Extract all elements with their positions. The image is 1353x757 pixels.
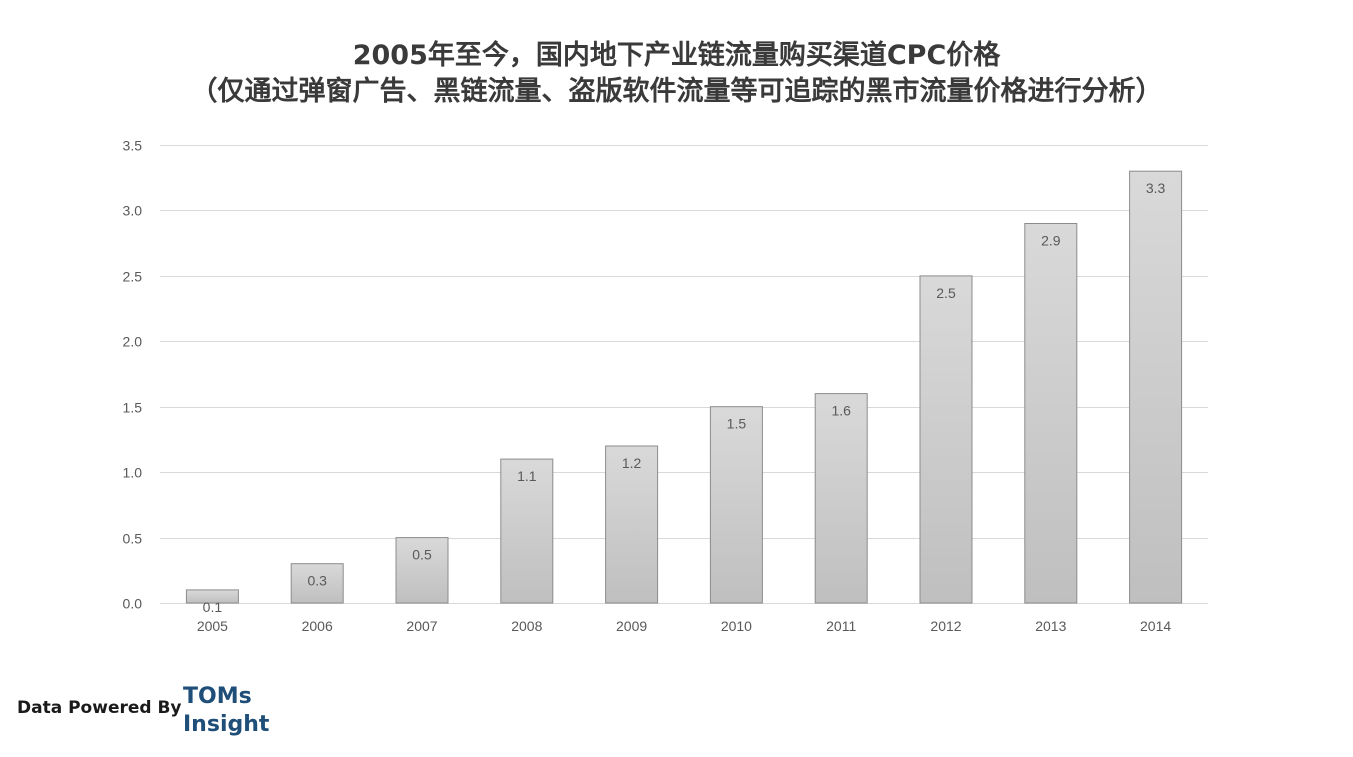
bar-2006 [290, 563, 344, 604]
x-tick-label-2011: 2011 [826, 618, 856, 634]
data-label-2008: 1.1 [517, 468, 537, 484]
logo-line-insight: Insight [183, 712, 270, 737]
bar-2012 [919, 275, 973, 604]
chart-subtitle: （仅通过弹窗广告、黑链流量、盗版软件流量等可追踪的黑市流量价格进行分析） [190, 76, 1163, 107]
y-tick-label: 3.5 [123, 138, 143, 154]
x-tick-label-2014: 2014 [1140, 618, 1171, 634]
x-tick-label-2005: 2005 [197, 618, 228, 634]
y-tick-label: 1.0 [123, 465, 143, 481]
x-axis-ticks: 2005 2006 2007 2008 2009 2010 2011 2012 2013 2014 [197, 618, 1172, 634]
y-tick-label: 1.5 [123, 400, 143, 416]
bar-2008 [500, 458, 554, 604]
bar-2010 [709, 406, 763, 604]
bars [185, 170, 1183, 604]
bar-2009 [605, 445, 659, 604]
data-label-2012: 2.5 [936, 285, 956, 301]
x-tick-label-2009: 2009 [616, 618, 647, 634]
data-powered-by: Data Powered By [17, 698, 182, 718]
bar-2007 [395, 537, 449, 604]
y-tick-label: 2.5 [123, 269, 143, 285]
y-tick-label: 2.0 [123, 334, 143, 350]
data-label-2011: 1.6 [831, 403, 851, 419]
data-label-2005: 0.1 [203, 599, 223, 615]
data-label-2009: 1.2 [622, 455, 642, 471]
bar-2013 [1024, 223, 1078, 604]
chart-title-block: 2005年至今，国内地下产业链流量购买渠道CPC价格 （仅通过弹窗广告、黑链流量… [0, 38, 1353, 110]
data-label-2013: 2.9 [1041, 233, 1061, 249]
x-tick-label-2008: 2008 [511, 618, 542, 634]
data-label-2006: 0.3 [307, 573, 327, 589]
bar-2011 [814, 393, 868, 604]
logo-line-toms: TOMs [183, 684, 252, 709]
x-tick-label-2007: 2007 [406, 618, 437, 634]
data-labels: 0.1 0.3 0.5 1.1 1.2 1.5 1.6 2.5 2.9 3.3 [203, 180, 1166, 615]
y-axis-ticks: 0.0 0.5 1.0 1.5 2.0 2.5 3.0 3.5 [123, 138, 143, 612]
bar-2014 [1129, 170, 1183, 604]
data-label-2010: 1.5 [727, 416, 747, 432]
data-label-2007: 0.5 [412, 547, 432, 563]
x-tick-label-2006: 2006 [302, 618, 333, 634]
bar-2005 [185, 589, 239, 604]
x-tick-label-2012: 2012 [930, 618, 961, 634]
y-tick-label: 0.5 [123, 531, 143, 547]
data-label-2014: 3.3 [1146, 180, 1166, 196]
toms-insight-logo: TOMs Insight [183, 683, 269, 739]
chart-title: 2005年至今，国内地下产业链流量购买渠道CPC价格 [352, 40, 1001, 71]
y-tick-label: 3.0 [123, 203, 143, 219]
x-tick-label-2010: 2010 [721, 618, 752, 634]
y-tick-label: 0.0 [123, 596, 143, 612]
x-tick-label-2013: 2013 [1035, 618, 1066, 634]
